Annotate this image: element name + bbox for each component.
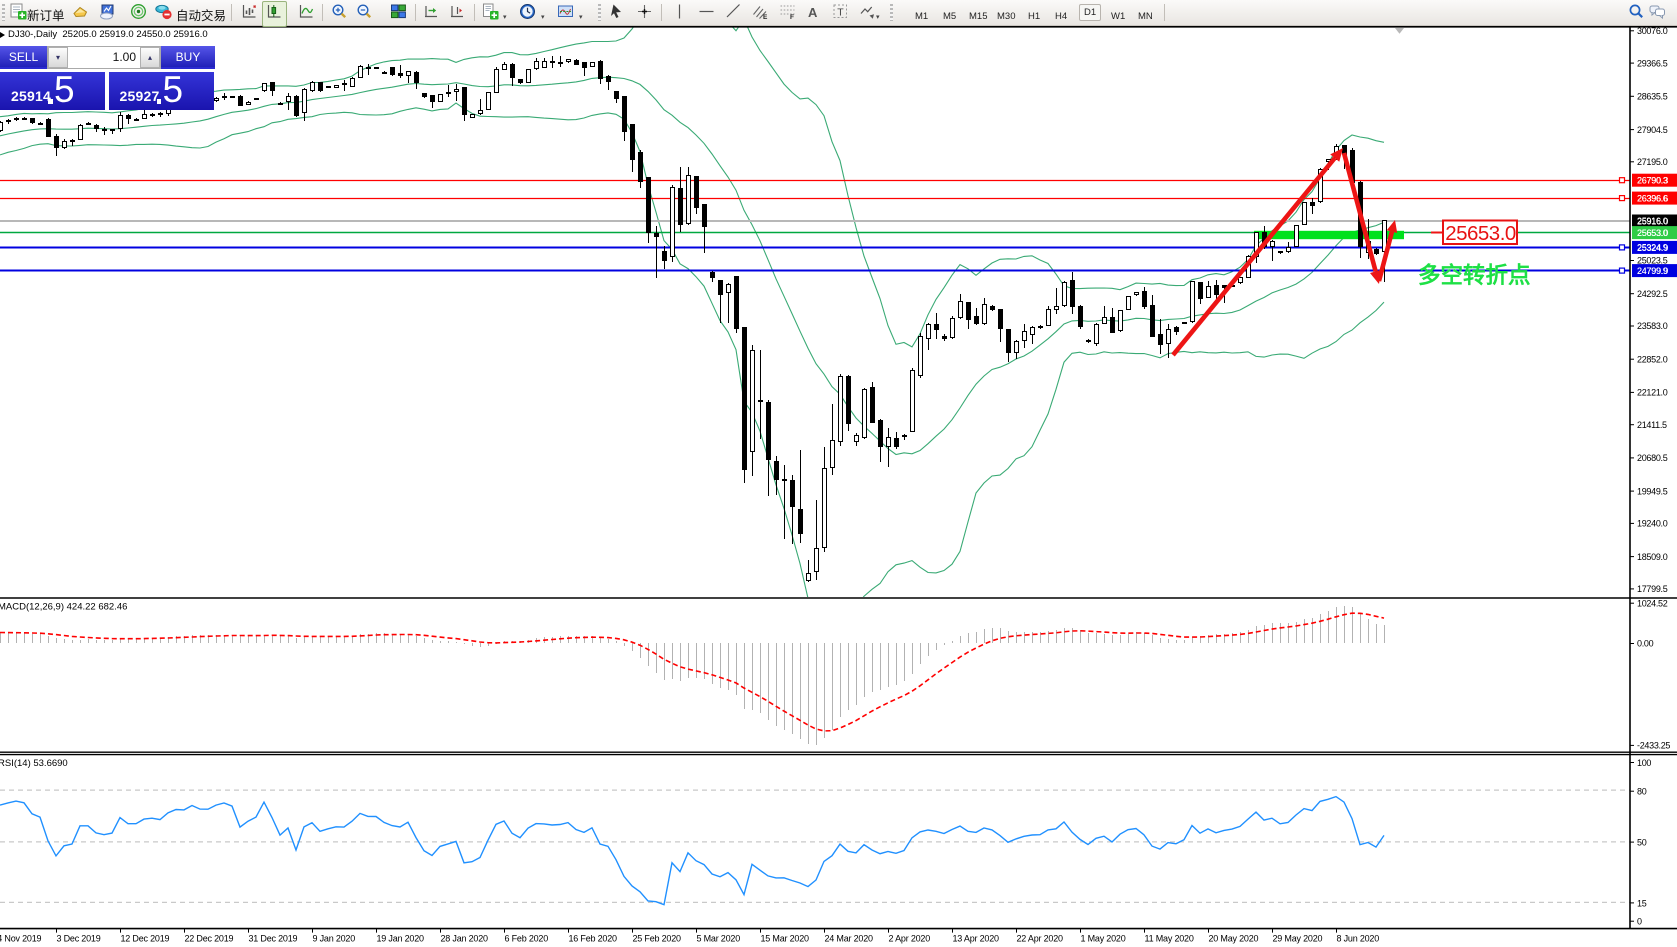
svg-text:26396.6: 26396.6 bbox=[1637, 193, 1668, 203]
svg-text:2 Apr 2020: 2 Apr 2020 bbox=[889, 934, 931, 944]
svg-text:22852.0: 22852.0 bbox=[1637, 354, 1668, 364]
svg-text:F: F bbox=[790, 14, 794, 20]
svg-text:0.00: 0.00 bbox=[1637, 639, 1654, 649]
svg-text:29366.5: 29366.5 bbox=[1637, 58, 1668, 68]
svg-text:15 Mar 2020: 15 Mar 2020 bbox=[761, 934, 810, 944]
svg-text:28 Jan 2020: 28 Jan 2020 bbox=[441, 934, 489, 944]
svg-text:5 Mar 2020: 5 Mar 2020 bbox=[697, 934, 741, 944]
svg-text:25916.0: 25916.0 bbox=[1637, 216, 1668, 226]
svg-text:24 Mar 2020: 24 Mar 2020 bbox=[825, 934, 874, 944]
svg-text:23583.0: 23583.0 bbox=[1637, 321, 1668, 331]
svg-text:9 Jan 2020: 9 Jan 2020 bbox=[313, 934, 356, 944]
svg-text:19949.5: 19949.5 bbox=[1637, 486, 1668, 496]
svg-text:18509.0: 18509.0 bbox=[1637, 552, 1668, 562]
svg-text:25916.0: 25916.0 bbox=[1637, 216, 1668, 226]
svg-text:28635.5: 28635.5 bbox=[1637, 92, 1668, 102]
svg-text:12 Dec 2019: 12 Dec 2019 bbox=[121, 934, 170, 944]
svg-text:24799.9: 24799.9 bbox=[1637, 266, 1668, 276]
svg-text:多空转折点: 多空转折点 bbox=[1418, 262, 1531, 288]
svg-text:20680.5: 20680.5 bbox=[1637, 453, 1668, 463]
svg-text:50: 50 bbox=[1637, 838, 1647, 848]
svg-text:25324.9: 25324.9 bbox=[1637, 243, 1668, 253]
svg-text:11 May 2020: 11 May 2020 bbox=[1145, 934, 1194, 944]
svg-text:6 Feb 2020: 6 Feb 2020 bbox=[505, 934, 549, 944]
svg-text:25653.0: 25653.0 bbox=[1637, 228, 1668, 238]
svg-text:25653.0: 25653.0 bbox=[1445, 222, 1516, 245]
svg-text:24799.9: 24799.9 bbox=[1637, 266, 1668, 276]
svg-text:MACD(12,26,9) 424.22 682.46: MACD(12,26,9) 424.22 682.46 bbox=[0, 602, 127, 613]
svg-text:25023.5: 25023.5 bbox=[1637, 256, 1668, 266]
svg-text:80: 80 bbox=[1637, 787, 1647, 797]
svg-text:25324.9: 25324.9 bbox=[1637, 243, 1668, 253]
svg-text:RSI(14) 53.6690: RSI(14) 53.6690 bbox=[0, 758, 68, 769]
svg-text:13 Apr 2020: 13 Apr 2020 bbox=[953, 934, 1000, 944]
svg-text:15: 15 bbox=[1637, 898, 1647, 908]
svg-text:26396.6: 26396.6 bbox=[1637, 194, 1668, 204]
svg-text:24 Nov 2019: 24 Nov 2019 bbox=[0, 934, 42, 944]
svg-text:26790.3: 26790.3 bbox=[1637, 175, 1668, 185]
svg-text:17799.5: 17799.5 bbox=[1637, 584, 1668, 594]
svg-text:E: E bbox=[763, 14, 768, 20]
svg-text:22 Apr 2020: 22 Apr 2020 bbox=[1017, 934, 1064, 944]
svg-text:16 Feb 2020: 16 Feb 2020 bbox=[569, 934, 618, 944]
svg-text:25653.0: 25653.0 bbox=[1637, 228, 1668, 238]
svg-text:3 Dec 2019: 3 Dec 2019 bbox=[57, 934, 101, 944]
svg-text:25 Feb 2020: 25 Feb 2020 bbox=[633, 934, 682, 944]
svg-text:30076.0: 30076.0 bbox=[1637, 26, 1668, 36]
svg-text:27195.0: 27195.0 bbox=[1637, 157, 1668, 167]
svg-text:1024.52: 1024.52 bbox=[1637, 598, 1668, 608]
svg-text:19 Jan 2020: 19 Jan 2020 bbox=[377, 934, 425, 944]
svg-text:100: 100 bbox=[1637, 758, 1651, 768]
svg-text:27904.5: 27904.5 bbox=[1637, 125, 1668, 135]
svg-text:0: 0 bbox=[1637, 917, 1642, 927]
svg-text:-2433.25: -2433.25 bbox=[1637, 741, 1670, 751]
svg-text:22121.0: 22121.0 bbox=[1637, 388, 1668, 398]
svg-text:29 May 2020: 29 May 2020 bbox=[1273, 934, 1323, 944]
svg-text:26790.3: 26790.3 bbox=[1637, 176, 1668, 186]
svg-text:24292.5: 24292.5 bbox=[1637, 289, 1668, 299]
svg-text:19240.0: 19240.0 bbox=[1637, 519, 1668, 529]
svg-text:8 Jun 2020: 8 Jun 2020 bbox=[1337, 934, 1380, 944]
svg-text:20 May 2020: 20 May 2020 bbox=[1209, 934, 1259, 944]
svg-text:21411.5: 21411.5 bbox=[1637, 420, 1667, 430]
svg-text:31 Dec 2019: 31 Dec 2019 bbox=[249, 934, 298, 944]
svg-text:22 Dec 2019: 22 Dec 2019 bbox=[185, 934, 234, 944]
svg-text:1 May 2020: 1 May 2020 bbox=[1081, 934, 1126, 944]
svg-text:T: T bbox=[837, 7, 844, 19]
